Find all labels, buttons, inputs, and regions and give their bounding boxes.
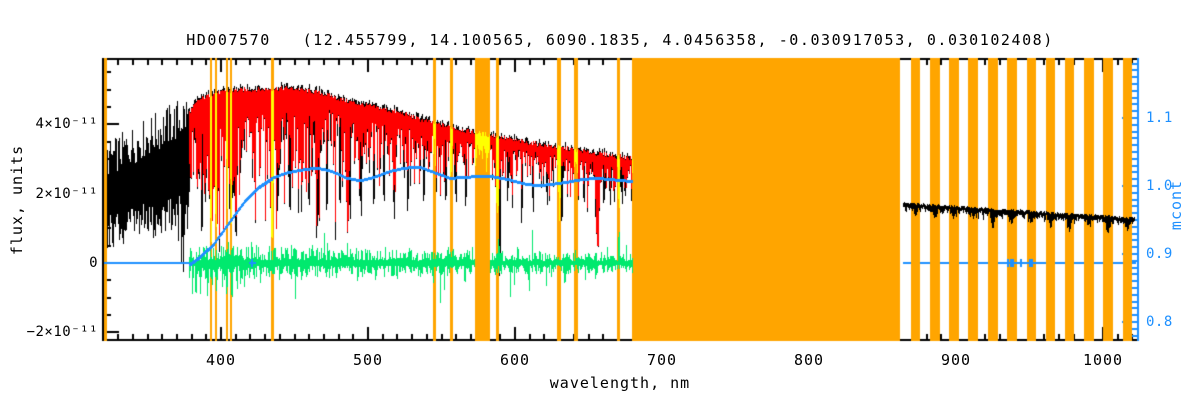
y-left-tick-label: −2×10⁻¹¹ (26, 324, 98, 341)
x-tick-label: 400 (205, 351, 237, 369)
y-right-tick-label: 1.1 (1146, 110, 1173, 126)
x-tick-label: 800 (793, 351, 825, 369)
x-tick-label: 600 (499, 351, 531, 369)
x-axis-label: wavelength, nm (549, 374, 691, 392)
y-right-tick-label: 1.0 (1146, 178, 1173, 194)
x-tick-label: 700 (646, 351, 678, 369)
chart-title: HD007570 (12.455799, 14.100565, 6090.183… (186, 31, 1054, 49)
y-left-axis-label: flux, units (8, 144, 26, 256)
x-tick-label: 900 (940, 351, 972, 369)
y-right-tick-label: 0.9 (1146, 246, 1173, 262)
y-right-tick-label: 0.8 (1146, 314, 1173, 330)
x-tick-label: 1000 (1082, 351, 1124, 369)
y-left-tick-label: 0 (89, 255, 98, 271)
y-left-tick-label: 2×10⁻¹¹ (35, 185, 98, 202)
y-left-tick-label: 4×10⁻¹¹ (35, 116, 98, 133)
x-tick-label: 500 (352, 351, 384, 369)
